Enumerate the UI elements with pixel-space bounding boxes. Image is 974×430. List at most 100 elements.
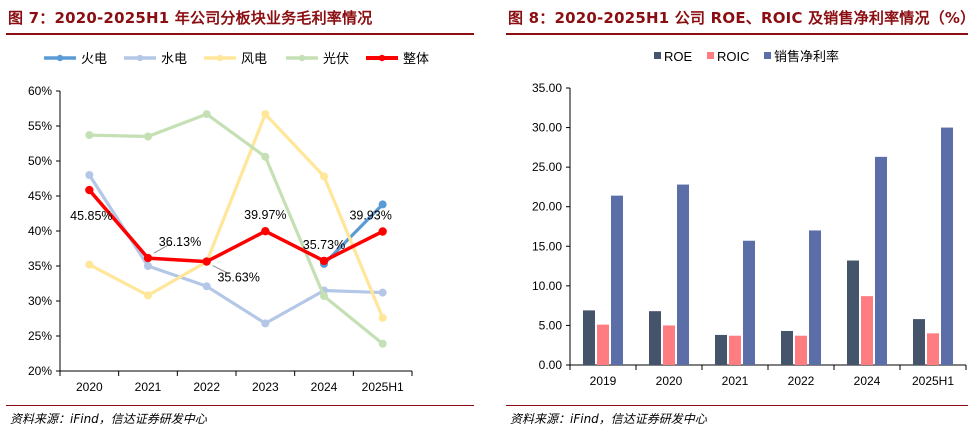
data-point xyxy=(261,110,270,119)
y-tick-label: 30.00 xyxy=(532,121,562,135)
bar-ROIC xyxy=(597,324,609,365)
data-point xyxy=(85,131,94,140)
legend-label: 光伏 xyxy=(323,51,349,66)
bar-ROE xyxy=(781,330,793,365)
series-line xyxy=(88,188,384,264)
source-note: 资料来源：iFind，信达证券研发中心 xyxy=(10,412,207,426)
legend-item: 风电 xyxy=(204,51,267,66)
series-line xyxy=(322,203,384,266)
title-rule xyxy=(6,33,474,35)
x-tick-label: 2019 xyxy=(590,374,617,388)
bar-ROE xyxy=(847,260,859,365)
gross-margin-chart-panel: 图 7：2020-2025H1 年公司分板块业务毛利率情况 火电 水电 风电 光伏 整体… xyxy=(0,0,480,430)
series-水电 xyxy=(85,171,387,328)
chart-title: 图 8：2020-2025H1 公司 ROE、ROIC 及销售净利率情况（%） xyxy=(508,9,974,27)
data-point xyxy=(378,227,387,236)
series-风电 xyxy=(85,110,387,322)
data-point xyxy=(378,313,387,322)
x-tick-label: 2020 xyxy=(76,380,103,394)
data-label: 39.93% xyxy=(349,208,391,222)
legend-marker xyxy=(136,54,144,62)
label-leader-line xyxy=(153,243,171,254)
data-label: 39.97% xyxy=(244,208,286,222)
y-tick-label: 60% xyxy=(28,84,52,98)
series-line xyxy=(87,174,383,325)
data-point xyxy=(144,132,152,141)
bar-ROIC xyxy=(729,335,741,365)
legend-item: 水电 xyxy=(124,51,187,66)
data-point xyxy=(202,110,211,119)
bar-ROE xyxy=(715,334,727,365)
x-tick-label: 2022 xyxy=(788,374,815,388)
y-tick-label: 5.00 xyxy=(539,318,563,332)
x-tick-label: 2022 xyxy=(193,380,220,394)
bar-ROIC xyxy=(927,333,939,365)
bar-ROE xyxy=(583,310,595,365)
data-point xyxy=(85,185,94,195)
chart-title: 图 7：2020-2025H1 年公司分板块业务毛利率情况 xyxy=(8,9,373,27)
data-point xyxy=(320,172,328,181)
data-point xyxy=(319,256,329,266)
x-tick-label: 2025H1 xyxy=(362,380,404,394)
legend-marker xyxy=(216,54,224,62)
y-tick-label: 20.00 xyxy=(532,200,562,214)
legend-label: 销售净利率 xyxy=(774,49,839,64)
data-point xyxy=(320,292,328,301)
legend-label: ROE xyxy=(664,49,693,64)
legend-item: 火电 xyxy=(44,51,107,66)
bar-销售净利率 xyxy=(677,184,689,365)
data-point xyxy=(261,227,270,236)
x-tick-label: 2021 xyxy=(722,374,749,388)
source-note: 资料来源：iFind，信达证券研发中心 xyxy=(510,412,707,426)
legend-label: 火电 xyxy=(81,51,107,66)
data-label: 45.85% xyxy=(70,209,112,223)
bar-chart: ROE ROIC 销售净利率 0.00 5.00 10.00 15.00 20.00 25.00… xyxy=(532,49,967,388)
bar-ROIC xyxy=(795,335,807,365)
data-point xyxy=(85,171,94,179)
bar-销售净利率 xyxy=(809,230,821,365)
label-leader-line xyxy=(212,265,229,275)
legend-item: 整体 xyxy=(366,51,429,66)
data-point xyxy=(202,282,211,291)
data-label: 35.73% xyxy=(303,238,345,252)
y-tick-label: 25% xyxy=(28,329,52,343)
legend-marker xyxy=(378,54,386,62)
y-tick-label: 25.00 xyxy=(532,160,562,174)
x-tick-label: 2023 xyxy=(252,380,279,394)
bar-销售净利率 xyxy=(743,240,755,365)
y-tick-label: 55% xyxy=(28,119,52,133)
y-tick-label: 45% xyxy=(28,189,52,203)
data-point xyxy=(85,260,94,269)
y-tick-label: 30% xyxy=(28,294,52,308)
data-label: 35.63% xyxy=(217,271,259,285)
legend-label: 水电 xyxy=(161,51,187,66)
x-tick-label: 2024 xyxy=(311,380,338,394)
bar-ROIC xyxy=(861,296,873,365)
title-rule xyxy=(506,33,968,35)
data-point xyxy=(143,253,153,263)
series-整体 xyxy=(85,185,387,266)
roe-roic-chart-panel: 图 8：2020-2025H1 公司 ROE、ROIC 及销售净利率情况（%） … xyxy=(500,0,974,430)
series-line xyxy=(89,112,384,345)
y-tick-label: 0.00 xyxy=(539,358,563,372)
bar-ROE xyxy=(913,319,925,365)
data-point xyxy=(261,319,270,328)
legend-label: 整体 xyxy=(403,51,429,66)
legend-marker xyxy=(298,54,306,62)
x-tick-label: 2021 xyxy=(135,380,162,394)
x-tick-label: 2024 xyxy=(854,374,881,388)
bar-ROIC xyxy=(663,325,675,365)
y-tick-label: 20% xyxy=(28,364,52,378)
y-tick-label: 15.00 xyxy=(532,239,562,253)
bar-销售净利率 xyxy=(941,127,953,365)
data-point xyxy=(378,339,387,348)
data-point xyxy=(144,291,152,300)
y-tick-label: 50% xyxy=(28,154,52,168)
legend-swatch xyxy=(654,52,661,59)
data-point xyxy=(144,262,152,270)
y-tick-label: 10.00 xyxy=(532,279,562,293)
legend-item: ROIC xyxy=(707,49,750,64)
legend-item: 光伏 xyxy=(286,51,349,66)
legend-label: 风电 xyxy=(241,51,267,66)
bar-销售净利率 xyxy=(875,156,887,365)
